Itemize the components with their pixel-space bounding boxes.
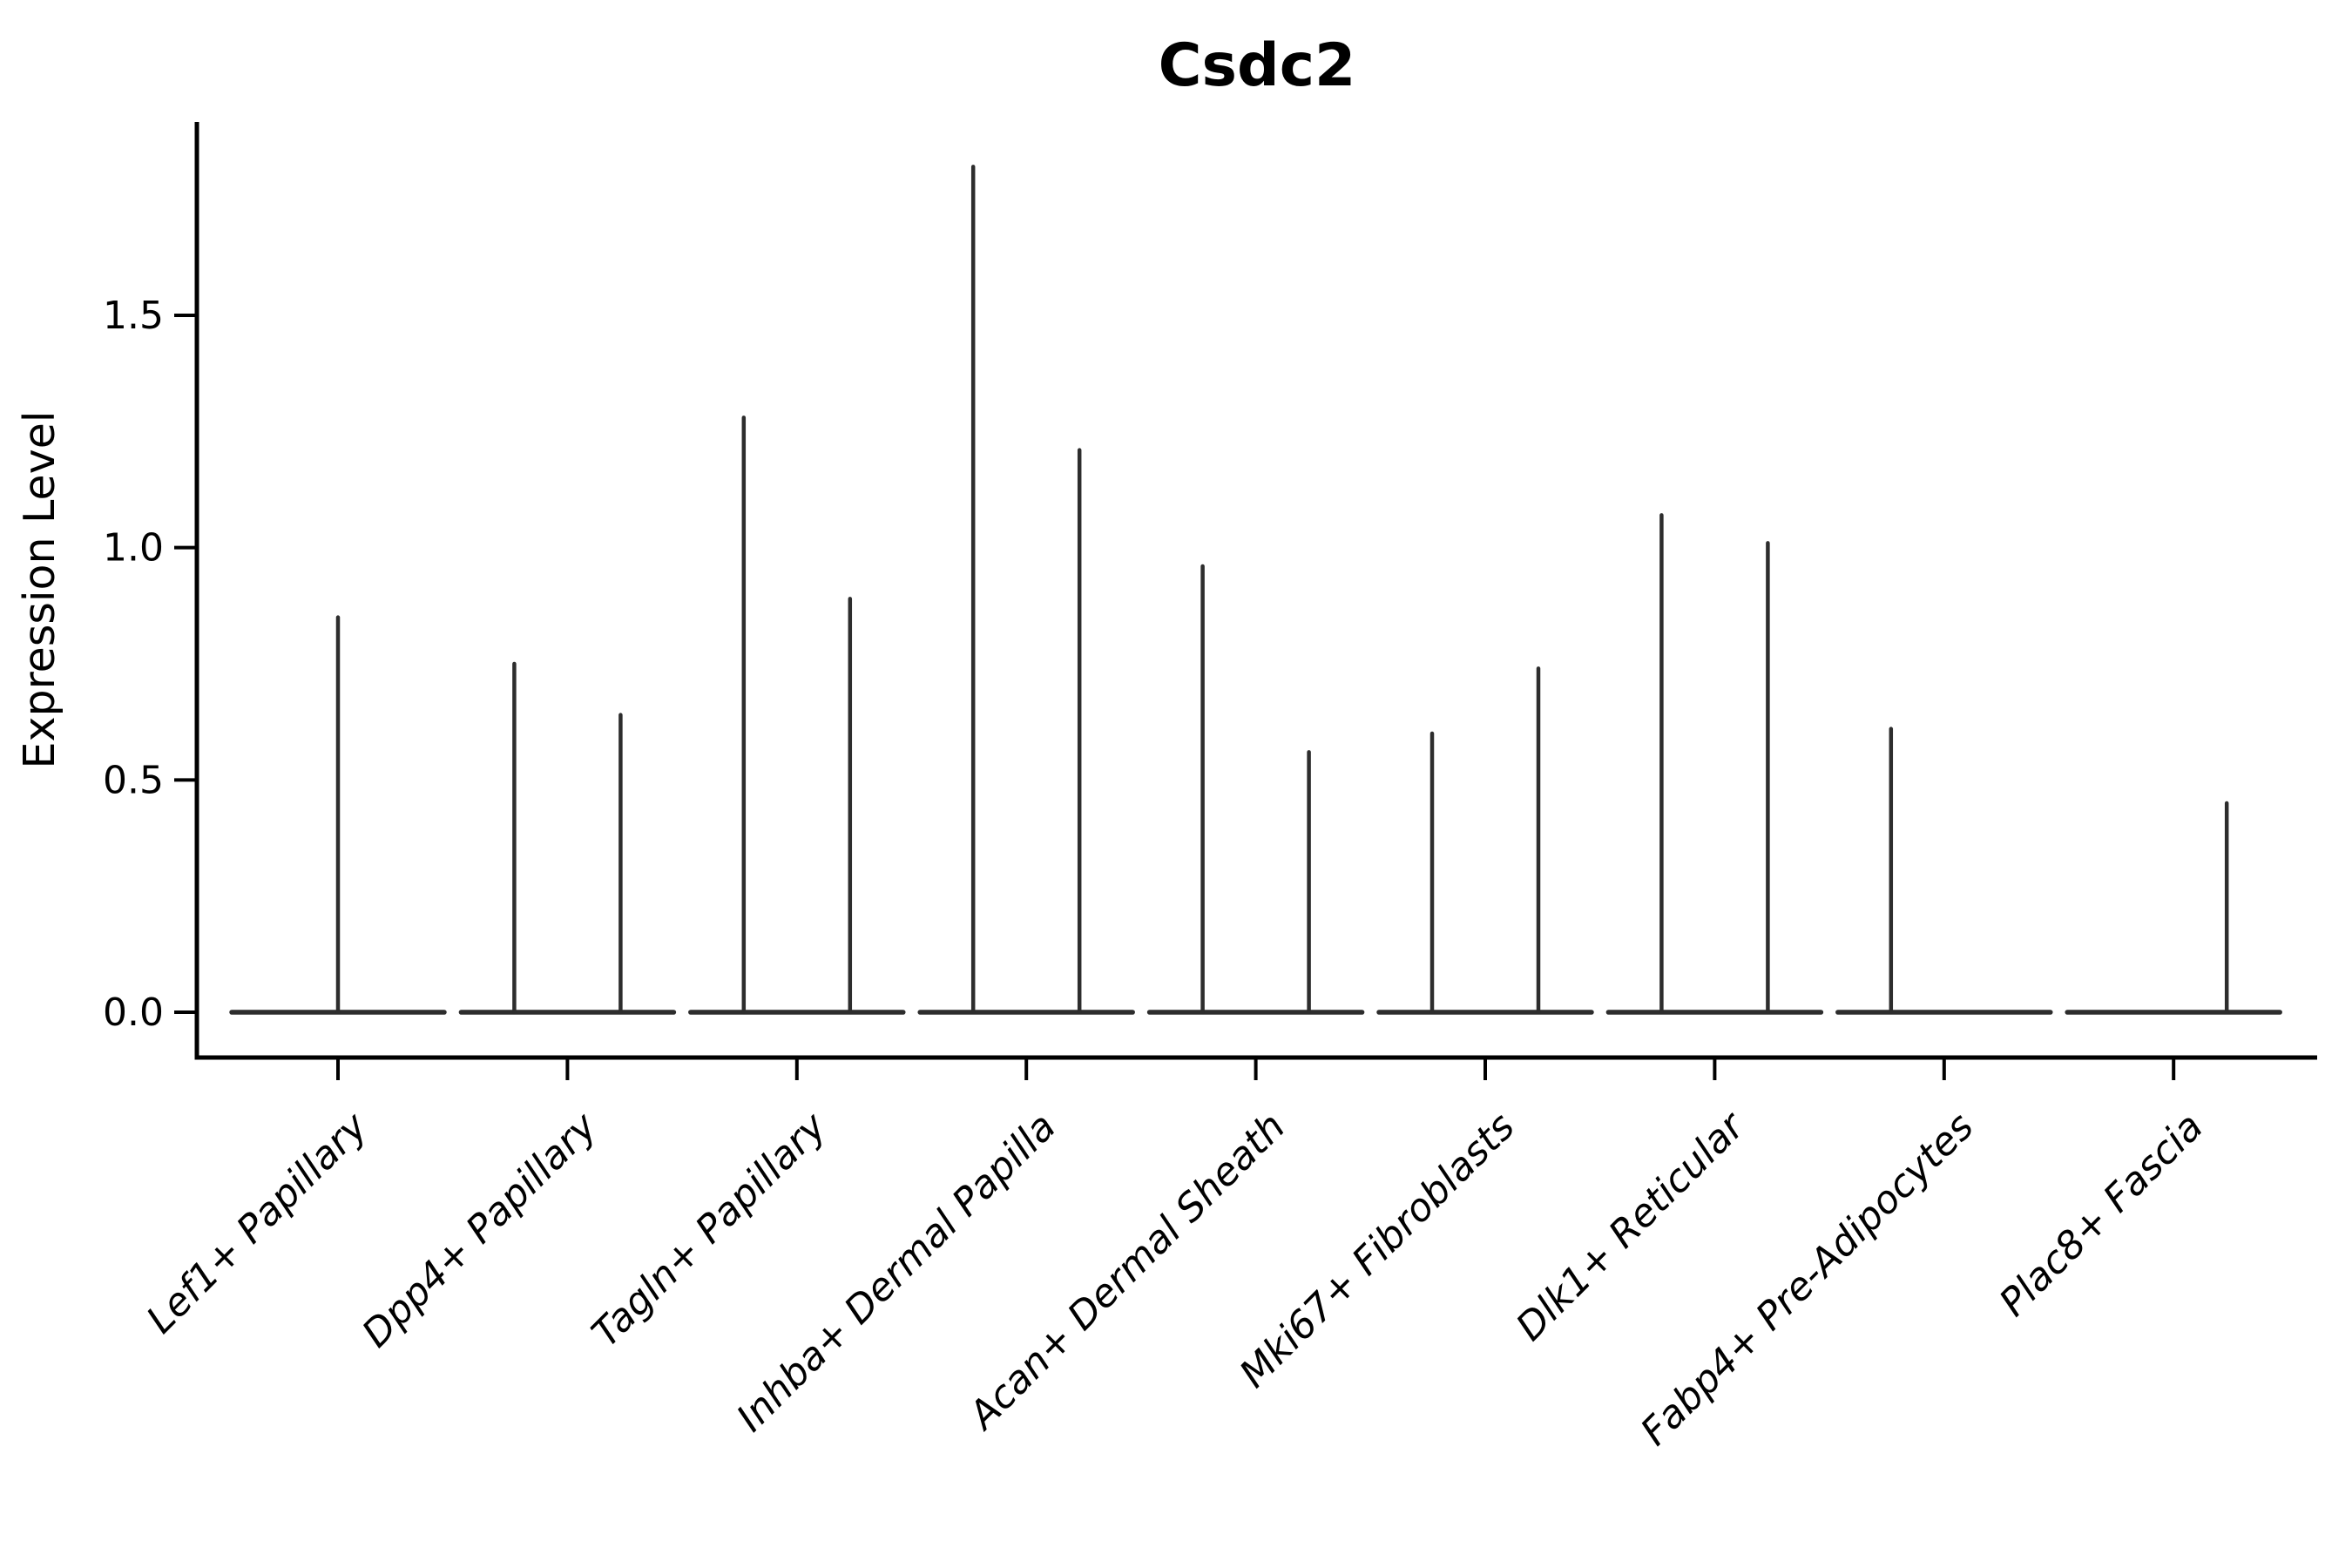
y-axis-ticks: 0.0 0.5 1.0 1.5 bbox=[103, 294, 197, 1035]
y-tick-label: 1.0 bbox=[103, 526, 164, 571]
y-tick-label: 1.5 bbox=[103, 294, 164, 338]
y-tick-label: 0.5 bbox=[103, 758, 164, 802]
y-tick-label: 0.0 bbox=[103, 990, 164, 1035]
chart-title: Csdc2 bbox=[1159, 31, 1356, 100]
y-axis-title: Expression Level bbox=[15, 411, 64, 769]
x-axis-ticks bbox=[336, 1058, 2176, 1080]
violins bbox=[229, 165, 2282, 1015]
